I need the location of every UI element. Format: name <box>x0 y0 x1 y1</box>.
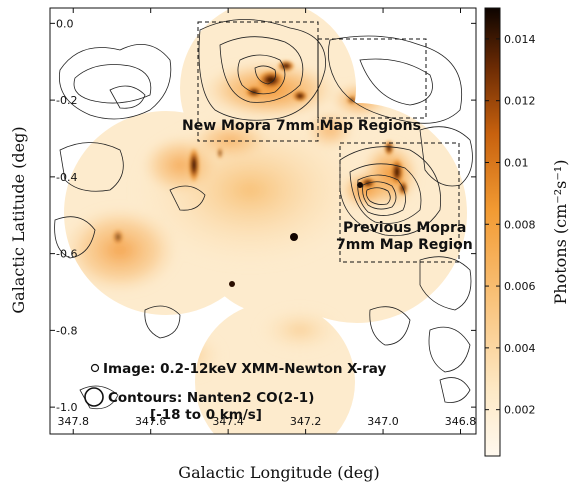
plot-area: New Mopra 7mm Map Regions Previous Mopra… <box>54 8 473 434</box>
x-axis-ticks: 347.8 347.6 347.4 347.2 347.0 346.8 <box>57 8 476 434</box>
colorbar-title: Photons (cm⁻²s⁻¹) <box>551 160 570 305</box>
y-tick-label: -0.4 <box>56 171 77 184</box>
y-tick-label: -0.6 <box>56 248 77 261</box>
contour-marker-icon <box>84 387 104 407</box>
plot-frame <box>49 7 477 435</box>
x-tick-label: 347.6 <box>135 415 167 428</box>
x-tick-label: 347.8 <box>57 415 89 428</box>
x-tick-label: 346.8 <box>445 415 477 428</box>
legend-contour-label: Contours: Nanten2 CO(2-1) <box>108 390 314 406</box>
y-axis-title: Galactic Latitude (deg) <box>9 126 28 313</box>
colorbar-tick-label: 0.002 <box>504 404 536 417</box>
colorbar-ticks: 0.014 0.012 0.01 0.008 0.006 0.004 0.002 <box>485 33 536 417</box>
x-tick-label: 347.4 <box>212 415 244 428</box>
legend-image-label: Image: 0.2-12keV XMM-Newton X-ray <box>103 361 386 377</box>
colorbar-tick-label: 0.006 <box>504 280 536 293</box>
y-tick-label: -1.0 <box>56 401 77 414</box>
image-marker-icon <box>90 363 100 373</box>
colorbar-tick-label: 0.004 <box>504 342 536 355</box>
new-mopra-region-box-2 <box>317 38 427 119</box>
new-mopra-region-box-1 <box>197 21 319 142</box>
new-mopra-region-label: New Mopra 7mm Map Regions <box>182 118 421 134</box>
colorbar-gradient <box>484 7 501 457</box>
y-tick-label: -0.2 <box>56 94 77 107</box>
colorbar-tick-label: 0.014 <box>504 33 536 46</box>
colorbar: 0.014 0.012 0.01 0.008 0.006 0.004 0.002 Photo… <box>484 7 570 457</box>
previous-mopra-region-label-line2: 7mm Map Region <box>336 237 473 253</box>
previous-mopra-region-label-line1: Previous Mopra <box>343 220 466 236</box>
colorbar-tick-label: 0.012 <box>504 95 536 108</box>
x-tick-label: 347.0 <box>367 415 399 428</box>
colorbar-tick-label: 0.008 <box>504 218 536 231</box>
colorbar-tick-label: 0.01 <box>504 156 529 169</box>
y-tick-label: 0.0 <box>56 17 74 30</box>
x-tick-label: 347.2 <box>290 415 322 428</box>
region-boxes <box>197 21 460 263</box>
previous-mopra-region-box <box>339 142 460 263</box>
legend: Image: 0.2-12keV XMM-Newton X-ray Contou… <box>84 361 386 423</box>
co-contours <box>54 19 473 410</box>
y-axis-ticks: 0.0 -0.2 -0.4 -0.6 -0.8 -1.0 <box>50 17 476 414</box>
legend-velocity-label: [-18 to 0 km/s] <box>150 407 262 423</box>
y-tick-label: -0.8 <box>56 324 77 337</box>
x-axis-title: Galactic Longitude (deg) <box>178 463 379 482</box>
